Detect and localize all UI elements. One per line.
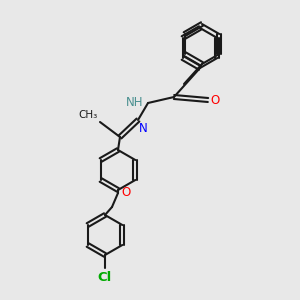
Text: Cl: Cl bbox=[98, 271, 112, 284]
Text: N: N bbox=[139, 122, 148, 135]
Text: NH: NH bbox=[125, 95, 143, 109]
Text: O: O bbox=[121, 187, 130, 200]
Text: O: O bbox=[210, 94, 219, 106]
Text: CH₃: CH₃ bbox=[79, 110, 98, 120]
